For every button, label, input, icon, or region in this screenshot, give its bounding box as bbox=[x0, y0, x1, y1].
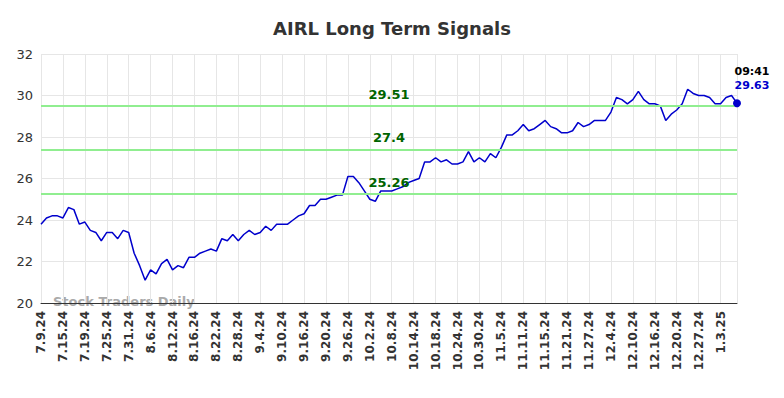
svg-text:10.14.24: 10.14.24 bbox=[407, 311, 421, 370]
svg-text:9.16.24: 9.16.24 bbox=[297, 311, 311, 362]
svg-text:10.18.24: 10.18.24 bbox=[429, 311, 443, 370]
svg-text:Stock Traders Daily: Stock Traders Daily bbox=[53, 294, 195, 309]
svg-text:29.63: 29.63 bbox=[735, 79, 770, 92]
svg-text:11.27.24: 11.27.24 bbox=[582, 311, 596, 370]
svg-text:11.15.24: 11.15.24 bbox=[538, 311, 552, 370]
svg-text:12.20.24: 12.20.24 bbox=[670, 311, 684, 370]
svg-text:8.28.24: 8.28.24 bbox=[231, 311, 245, 362]
svg-text:26: 26 bbox=[16, 171, 33, 186]
svg-text:10.8.24: 10.8.24 bbox=[385, 311, 399, 362]
svg-text:12.27.24: 12.27.24 bbox=[692, 311, 706, 370]
svg-text:9.26.24: 9.26.24 bbox=[341, 311, 355, 362]
svg-text:10.24.24: 10.24.24 bbox=[451, 311, 465, 370]
svg-text:8.22.24: 8.22.24 bbox=[209, 311, 223, 362]
svg-text:8.12.24: 8.12.24 bbox=[166, 311, 180, 362]
svg-text:12.10.24: 12.10.24 bbox=[626, 311, 640, 370]
svg-text:24: 24 bbox=[16, 213, 33, 228]
svg-text:10.2.24: 10.2.24 bbox=[363, 311, 377, 362]
svg-text:7.25.24: 7.25.24 bbox=[100, 311, 114, 362]
svg-text:11.21.24: 11.21.24 bbox=[560, 311, 574, 370]
svg-text:7.15.24: 7.15.24 bbox=[56, 311, 70, 362]
svg-text:11.11.24: 11.11.24 bbox=[516, 311, 530, 370]
svg-text:30: 30 bbox=[16, 88, 33, 103]
svg-text:09:41: 09:41 bbox=[734, 65, 769, 78]
svg-text:29.51: 29.51 bbox=[368, 87, 409, 102]
svg-text:11.5.24: 11.5.24 bbox=[494, 311, 508, 362]
svg-text:7.31.24: 7.31.24 bbox=[122, 311, 136, 362]
svg-text:22: 22 bbox=[16, 254, 33, 269]
svg-text:9.10.24: 9.10.24 bbox=[275, 311, 289, 362]
svg-text:7.9.24: 7.9.24 bbox=[34, 311, 48, 354]
svg-text:9.4.24: 9.4.24 bbox=[253, 311, 267, 354]
svg-text:10.30.24: 10.30.24 bbox=[472, 311, 486, 370]
svg-text:8.6.24: 8.6.24 bbox=[144, 311, 158, 354]
svg-text:25.26: 25.26 bbox=[368, 175, 409, 190]
svg-text:28: 28 bbox=[16, 130, 33, 145]
svg-text:32: 32 bbox=[16, 47, 33, 62]
svg-text:12.4.24: 12.4.24 bbox=[604, 311, 618, 362]
svg-text:1.3.25: 1.3.25 bbox=[714, 311, 728, 354]
svg-text:27.4: 27.4 bbox=[373, 130, 405, 145]
svg-text:8.16.24: 8.16.24 bbox=[187, 311, 201, 362]
svg-text:20: 20 bbox=[16, 296, 33, 311]
svg-text:9.20.24: 9.20.24 bbox=[319, 311, 333, 362]
svg-text:12.16.24: 12.16.24 bbox=[648, 311, 662, 370]
svg-text:7.19.24: 7.19.24 bbox=[78, 311, 92, 362]
svg-text:AIRL Long Term Signals: AIRL Long Term Signals bbox=[273, 18, 511, 39]
